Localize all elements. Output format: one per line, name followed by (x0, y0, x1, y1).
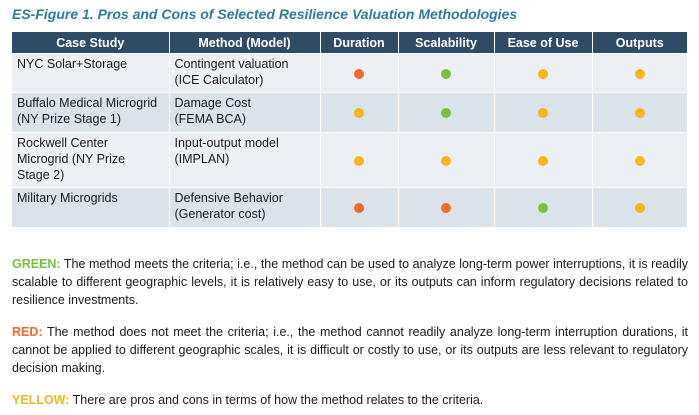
legend-yellow: YELLOW: There are pros and cons in terms… (12, 391, 688, 409)
outputs-cell (592, 187, 687, 227)
ease-of-use-cell (494, 92, 593, 133)
legend-red: RED: The method does not meet the criter… (12, 323, 688, 377)
rating-dot (634, 68, 645, 79)
rating-dot (441, 68, 451, 79)
legend-label-red: RED: (12, 325, 43, 339)
method-cell: Damage Cost (FEMA BCA) (169, 92, 321, 133)
case-study-line: Microgrid (NY Prize (17, 152, 126, 166)
case-study-cell: Buffalo Medical Microgrid (NY Prize Stag… (12, 92, 170, 133)
header-duration: Duration (320, 32, 399, 54)
header-case-study: Case Study (12, 32, 170, 54)
method-line: (IMPLAN) (174, 152, 230, 166)
case-study-cell: Rockwell Center Microgrid (NY Prize Stag… (12, 132, 170, 188)
table-row: Buffalo Medical Microgrid (NY Prize Stag… (12, 92, 687, 133)
header-outputs: Outputs (592, 32, 687, 54)
legend-label-green: GREEN: (12, 257, 61, 271)
ease-of-use-cell (494, 187, 593, 227)
method-line: Damage Cost (174, 96, 251, 110)
table-row: Military Microgrids Defensive Behavior (… (12, 187, 687, 227)
rating-dot (634, 155, 645, 166)
method-line: Input-output model (174, 136, 279, 150)
rating-dot (441, 108, 451, 119)
case-study-line: (NY Prize Stage 1) (17, 112, 121, 126)
table-row: NYC Solar+Storage Contingent valuation (… (12, 53, 687, 93)
case-study-line: Stage 2) (17, 168, 65, 182)
header-method: Method (Model) (169, 32, 321, 54)
table-row: Rockwell Center Microgrid (NY Prize Stag… (12, 132, 687, 188)
method-line: Contingent valuation (174, 57, 289, 71)
method-cell: Contingent valuation (ICE Calculator) (169, 53, 321, 93)
method-cell: Defensive Behavior (Generator cost) (169, 187, 321, 227)
case-study-line: Military Microgrids (17, 191, 118, 205)
rating-dot (634, 108, 645, 119)
legend-green: GREEN: The method meets the criteria; i.… (12, 255, 688, 309)
case-study-line: Rockwell Center (17, 136, 109, 150)
rating-dot (538, 68, 548, 79)
duration-cell (320, 132, 399, 188)
duration-cell (320, 53, 399, 93)
rating-dot (538, 108, 548, 119)
outputs-cell (592, 132, 687, 188)
method-line: (Generator cost) (174, 207, 266, 221)
legend-text-yellow: There are pros and cons in terms of how … (72, 393, 484, 407)
rating-dot (634, 202, 645, 213)
ease-of-use-cell (494, 53, 593, 93)
rating-dot (354, 68, 364, 79)
scalability-cell (398, 187, 495, 227)
table-header-row: Case Study Method (Model) Duration Scala… (12, 32, 687, 54)
case-study-line: Buffalo Medical Microgrid (17, 96, 158, 110)
rating-dot (538, 202, 548, 213)
outputs-cell (592, 53, 687, 93)
scalability-cell (398, 92, 495, 133)
header-scalability: Scalability (398, 32, 495, 54)
rating-dot (441, 202, 451, 213)
case-study-cell: Military Microgrids (12, 187, 170, 227)
duration-cell (320, 92, 399, 133)
ease-of-use-cell (494, 132, 593, 188)
rating-dot (441, 155, 451, 166)
rating-dot (538, 155, 548, 166)
scalability-cell (398, 132, 495, 188)
rating-dot (354, 155, 364, 166)
method-line: (ICE Calculator) (174, 73, 264, 87)
outputs-cell (592, 92, 687, 133)
scalability-cell (398, 53, 495, 93)
methodology-table: Case Study Method (Model) Duration Scala… (12, 32, 687, 227)
rating-dot (354, 202, 364, 213)
figure-title: ES-Figure 1. Pros and Cons of Selected R… (12, 6, 518, 22)
method-line: Defensive Behavior (174, 191, 283, 205)
method-line: (FEMA BCA) (174, 112, 247, 126)
legend-text-red: The method does not meet the criteria; i… (12, 325, 688, 375)
duration-cell (320, 187, 399, 227)
header-ease-of-use: Ease of Use (494, 32, 593, 54)
legend-text-green: The method meets the criteria; i.e., the… (12, 257, 688, 307)
case-study-cell: NYC Solar+Storage (12, 53, 170, 93)
legend-label-yellow: YELLOW: (12, 393, 70, 407)
case-study-line: NYC Solar+Storage (17, 57, 128, 71)
rating-dot (354, 108, 364, 119)
method-cell: Input-output model (IMPLAN) (169, 132, 321, 188)
